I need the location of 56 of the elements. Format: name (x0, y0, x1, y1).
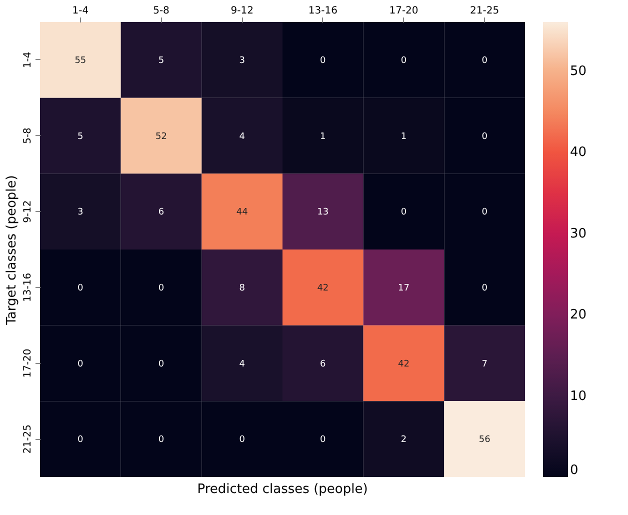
data-label: 0 (78, 283, 84, 294)
data-label: 52 (156, 132, 167, 142)
x-tick-label: 21-25 (470, 6, 500, 16)
data-label: 42 (317, 283, 329, 294)
y-tick-label: 1-4 (22, 52, 34, 68)
y-tick-label: 17-20 (22, 348, 34, 378)
data-label: 55 (74, 56, 86, 66)
color-bar-label: 10 (570, 388, 587, 404)
data-label: 0 (320, 56, 326, 66)
data-label: 0 (400, 208, 407, 218)
y-tick-label: 5-8 (22, 128, 34, 144)
data-label: 0 (158, 435, 164, 446)
y-tick-label: 21-25 (22, 424, 34, 454)
x-tick-label: 9-12 (230, 6, 254, 16)
data-label: 0 (78, 359, 84, 370)
data-label: 1 (400, 132, 407, 142)
data-label: 0 (482, 132, 488, 142)
data-label: 7 (482, 359, 488, 370)
data-label: 5 (78, 132, 84, 142)
data-label: 1 (320, 132, 326, 142)
data-label: 0 (482, 56, 488, 66)
data-label: 42 (398, 359, 410, 370)
data-label: 5 (158, 56, 164, 66)
data-label: 2 (400, 435, 407, 446)
data-label: 17 (398, 283, 410, 294)
data-label: 13 (317, 208, 329, 218)
data-label: 0 (320, 435, 326, 446)
color-bar-label: 30 (570, 226, 587, 242)
data-label: 0 (400, 56, 407, 66)
x-tick-label: 1-4 (72, 6, 89, 16)
data-label: 0 (239, 435, 246, 446)
data-label: 0 (158, 359, 164, 370)
data-label: 3 (239, 56, 245, 66)
y-tick-label: 9-12 (22, 200, 34, 223)
data-label: 3 (78, 208, 84, 218)
y-tick-label: 13-16 (22, 272, 34, 302)
color-bar-label: 0 (570, 463, 578, 478)
data-label: 6 (158, 208, 164, 218)
data-label: 4 (239, 132, 246, 142)
color-bar-label: 20 (570, 308, 587, 322)
x-axis-title: Predicted classes (people) (197, 482, 368, 497)
data-label: 8 (239, 283, 246, 294)
y-axis-title: Target classes (people) (4, 175, 20, 326)
data-label: 4 (239, 359, 246, 370)
color-bar-label: 50 (570, 64, 587, 79)
x-tick-label: 5-8 (153, 6, 170, 16)
data-label: 0 (482, 283, 488, 294)
x-tick-label: 17-20 (389, 6, 418, 16)
color-bar-label: 40 (570, 145, 587, 160)
data-label: 0 (158, 283, 164, 294)
data-label: 44 (236, 208, 248, 218)
data-label: 0 (482, 208, 488, 218)
data-label: 56 (478, 435, 491, 446)
x-tick-label: 13-16 (308, 6, 338, 16)
data-label: 6 (320, 359, 326, 370)
data-label: 0 (78, 435, 84, 446)
